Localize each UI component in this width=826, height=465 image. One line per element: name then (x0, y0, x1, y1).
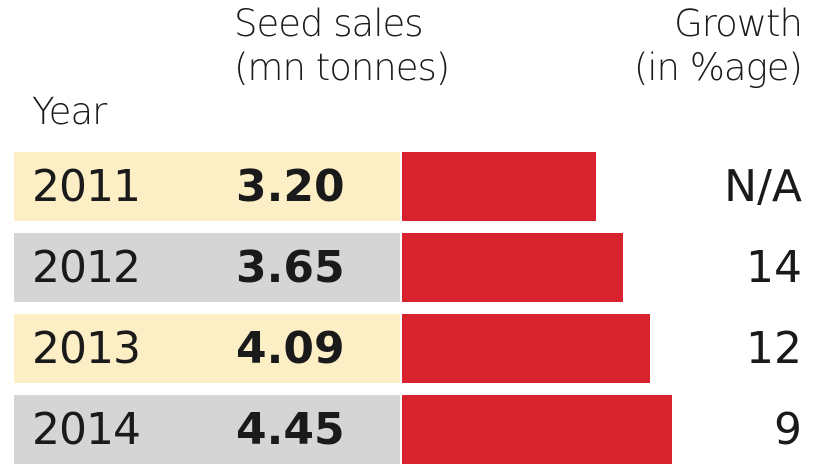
header-growth-line1: Growth (674, 2, 803, 45)
year-label: 2011 (32, 161, 141, 212)
sales-bar (402, 395, 672, 464)
header-seed-sales-line2: (mn tonnes) (234, 46, 450, 89)
header-seed-sales: Seed sales (mn tonnes) (234, 2, 450, 90)
year-label: 2012 (32, 242, 141, 293)
year-label: 2014 (32, 404, 141, 455)
row-background (14, 152, 400, 221)
sales-value-label: 4.09 (236, 323, 345, 374)
header-growth: Growth (in %age) (633, 2, 803, 90)
header-year: Year (32, 90, 107, 133)
sales-bar (402, 314, 651, 383)
sales-bar (402, 152, 597, 221)
sales-value-label: 4.45 (236, 404, 345, 455)
header-growth-line2: (in %age) (633, 46, 803, 89)
growth-value: N/A (724, 161, 802, 212)
growth-value: 9 (774, 404, 802, 455)
growth-value: 14 (746, 242, 802, 293)
sales-value-label: 3.65 (236, 242, 345, 293)
sales-value-label: 3.20 (236, 161, 345, 212)
growth-value: 12 (746, 323, 802, 374)
row-background (14, 233, 400, 302)
row-background (14, 314, 400, 383)
header-seed-sales-line1: Seed sales (234, 2, 424, 45)
sales-bar (402, 233, 624, 302)
row-background (14, 395, 400, 464)
year-label: 2013 (32, 323, 141, 374)
